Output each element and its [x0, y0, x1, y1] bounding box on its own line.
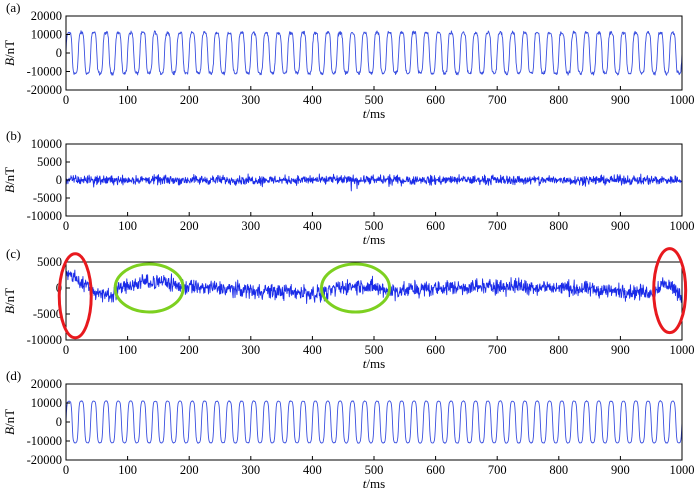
- panel-2: (b) 0 100 200 300 400 500 600 700 800 900 1000 10000…: [2, 128, 695, 247]
- x-tick-label: 0: [63, 343, 69, 357]
- x-tick-label: 200: [180, 219, 199, 233]
- y-tick-label: 5000: [37, 255, 62, 269]
- y-axis-label: B/nT: [2, 288, 17, 314]
- signal-series-line: [66, 173, 682, 192]
- y-tick-label: 5000: [37, 155, 62, 169]
- x-tick-label: 600: [426, 93, 445, 107]
- x-tick-label: 100: [118, 343, 137, 357]
- x-tick-label: 500: [365, 463, 384, 477]
- x-tick-label: 300: [241, 93, 260, 107]
- x-tick-label: 400: [303, 93, 322, 107]
- red-ellipse-marker: [57, 252, 93, 340]
- x-tick-label: 200: [180, 343, 199, 357]
- red-ellipse-marker: [652, 247, 688, 335]
- y-tick-label: 10000: [31, 396, 62, 410]
- y-tick-label: 0: [56, 46, 62, 60]
- y-axis-label: B/nT: [2, 167, 17, 193]
- x-tick-label: 500: [365, 343, 384, 357]
- panel-label: (d): [6, 368, 21, 383]
- green-ellipse-marker: [113, 262, 185, 314]
- panel-1: (a) 0 100 200 300 400 500 600 700 800 900 1000 20000…: [2, 0, 695, 121]
- x-tick-label: 900: [611, 219, 630, 233]
- x-tick-label: 200: [180, 463, 199, 477]
- y-tick-label: -5000: [33, 191, 62, 205]
- panel-label: (c): [6, 246, 20, 261]
- y-axis-label: B/nT: [2, 409, 17, 435]
- signal-series-line: [66, 269, 682, 304]
- y-tick-label: -10000: [27, 65, 62, 79]
- x-tick-label: 700: [488, 463, 507, 477]
- y-tick-label: -10000: [27, 434, 62, 448]
- panel-label: (b): [6, 128, 21, 143]
- x-tick-label: 800: [549, 219, 568, 233]
- x-tick-label: 900: [611, 93, 630, 107]
- x-tick-label: 900: [611, 463, 630, 477]
- y-tick-label: 10000: [31, 28, 62, 42]
- panel-3: (c)0 100 200 300 400 500 600 700 800 900 100050000…: [2, 246, 695, 371]
- x-tick-label: 0: [63, 93, 69, 107]
- x-tick-label: 0: [63, 463, 69, 477]
- x-tick-label: 300: [241, 343, 260, 357]
- signal-series-line: [66, 30, 682, 76]
- x-tick-label: 900: [611, 343, 630, 357]
- x-tick-label: 0: [63, 219, 69, 233]
- x-tick-label: 800: [549, 463, 568, 477]
- plot-frame: [65, 261, 683, 341]
- x-axis-label: t/ms: [363, 356, 385, 371]
- x-tick-label: 1000: [670, 219, 695, 233]
- x-tick-label: 1000: [670, 93, 695, 107]
- x-axis-label: t/ms: [363, 106, 385, 121]
- x-tick-label: 800: [549, 93, 568, 107]
- x-tick-label: 400: [303, 343, 322, 357]
- x-tick-label: 100: [118, 463, 137, 477]
- y-tick-label: 20000: [31, 377, 62, 391]
- x-tick-label: 400: [303, 463, 322, 477]
- x-tick-label: 600: [426, 463, 445, 477]
- x-tick-label: 100: [118, 93, 137, 107]
- panel-label: (a): [6, 0, 20, 15]
- x-tick-label: 700: [488, 219, 507, 233]
- x-tick-label: 1000: [670, 343, 695, 357]
- y-tick-label: 0: [56, 415, 62, 429]
- y-tick-label: 0: [56, 173, 62, 187]
- x-axis-label: t/ms: [363, 476, 385, 491]
- green-ellipse-marker: [320, 262, 392, 314]
- x-tick-label: 600: [426, 343, 445, 357]
- y-tick-label: 20000: [31, 9, 62, 23]
- x-tick-label: 300: [241, 463, 260, 477]
- x-tick-label: 500: [365, 219, 384, 233]
- x-axis-label: t/ms: [363, 232, 385, 247]
- panel-4: (d) 0 100 200 300 400 500 600 700 800 900 1000 20000…: [2, 368, 695, 491]
- x-tick-label: 700: [488, 93, 507, 107]
- y-tick-label: -10000: [27, 209, 62, 223]
- x-tick-label: 500: [365, 93, 384, 107]
- x-tick-label: 300: [241, 219, 260, 233]
- y-tick-label: -20000: [27, 83, 62, 97]
- y-tick-label: -10000: [27, 333, 62, 347]
- x-tick-label: 600: [426, 219, 445, 233]
- y-tick-label: 10000: [31, 137, 62, 151]
- signal-series-line: [66, 400, 682, 444]
- x-tick-label: 200: [180, 93, 199, 107]
- x-tick-label: 800: [549, 343, 568, 357]
- y-tick-label: -20000: [27, 453, 62, 467]
- x-tick-label: 400: [303, 219, 322, 233]
- y-tick-label: -5000: [33, 307, 62, 321]
- y-axis-label: B/nT: [2, 40, 17, 66]
- x-tick-label: 100: [118, 219, 137, 233]
- x-tick-label: 1000: [670, 463, 695, 477]
- x-tick-label: 700: [488, 343, 507, 357]
